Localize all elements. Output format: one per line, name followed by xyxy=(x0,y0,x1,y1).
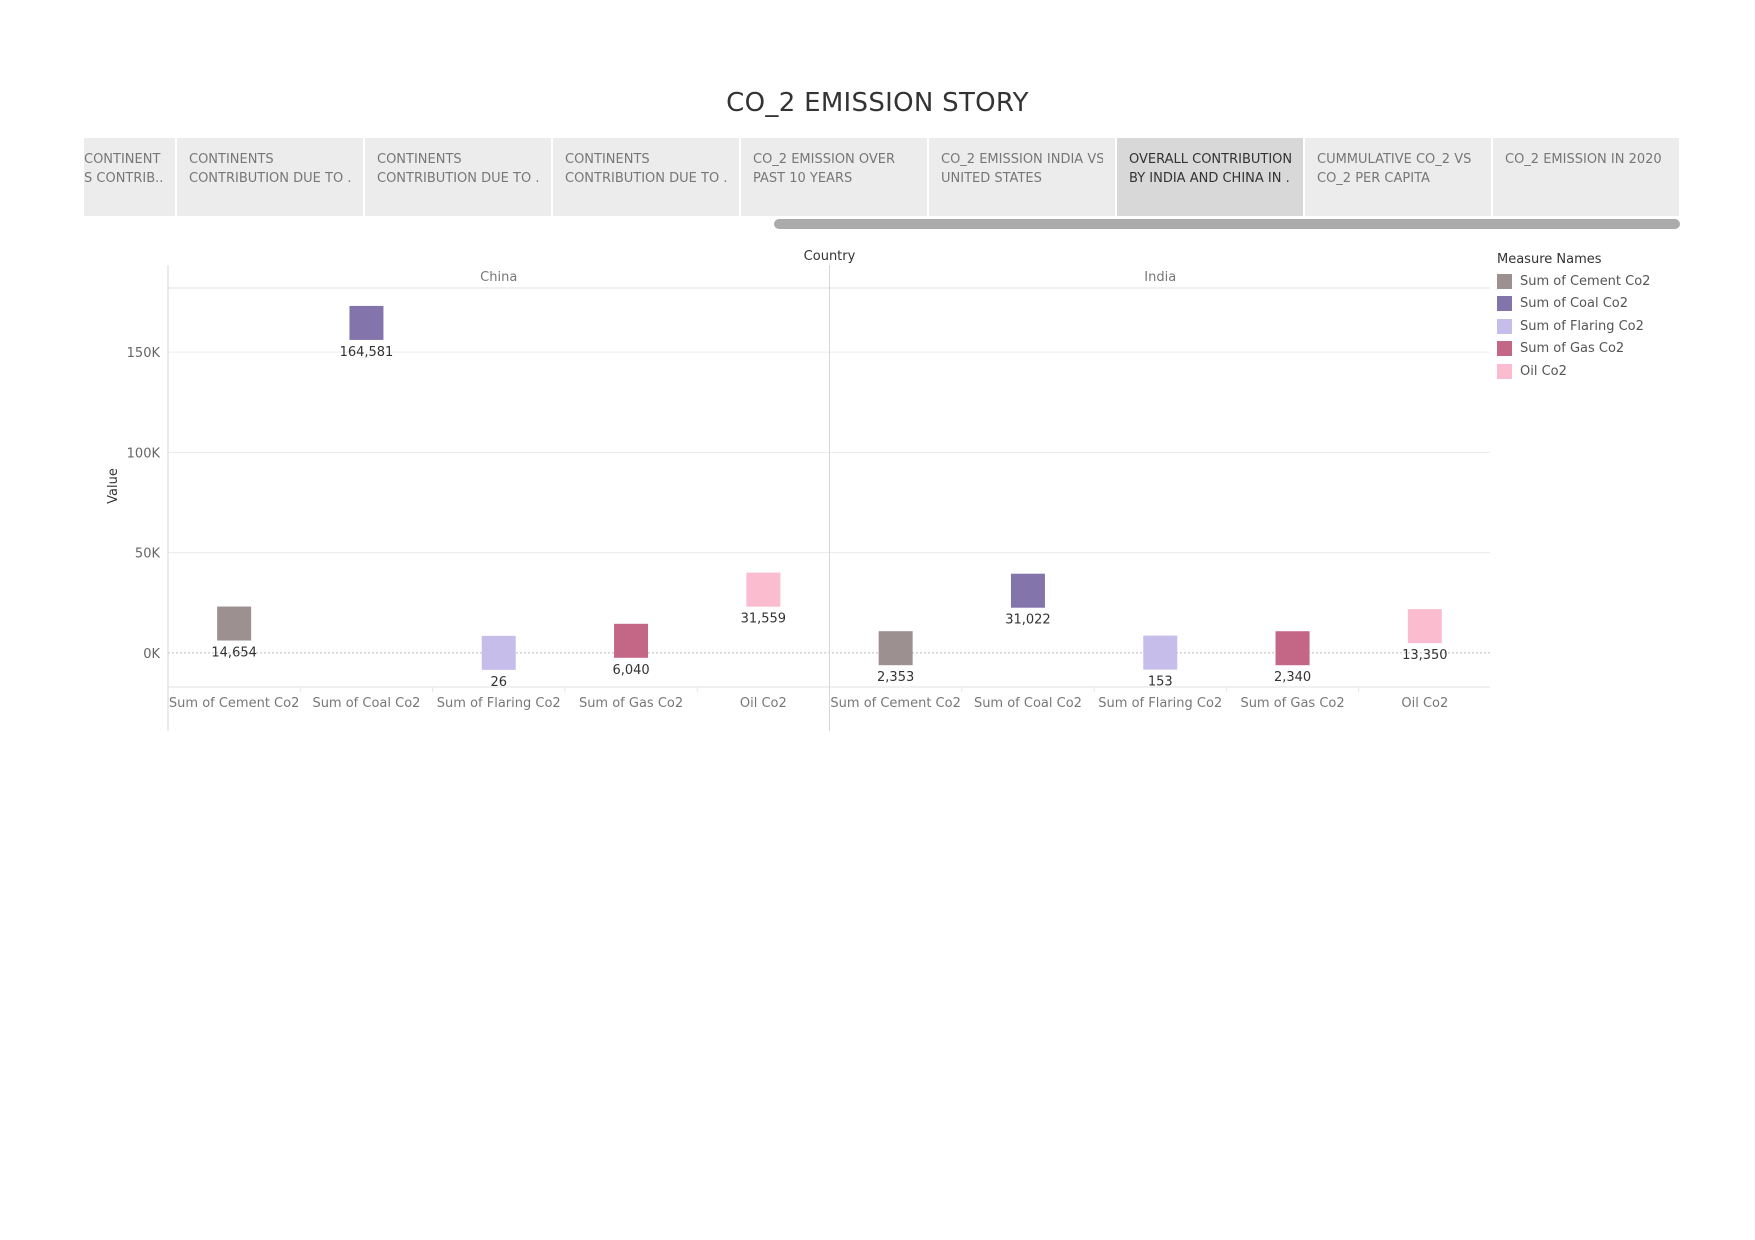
legend-swatch xyxy=(1497,296,1512,312)
tab-label-line: PAST 10 YEARS xyxy=(753,171,853,186)
x-tick-label: Oil Co2 xyxy=(1401,696,1448,711)
tab-label-line: CO_2 EMISSION INDIA VS xyxy=(941,152,1103,167)
column-header: Country xyxy=(804,249,856,264)
data-label: 2,353 xyxy=(877,670,914,685)
data-label: 153 xyxy=(1148,675,1173,690)
tab-label-line: CO_2 EMISSION OVER xyxy=(753,152,896,167)
story-tab-1[interactable]: CONTINENT S CONTRIB.. xyxy=(84,138,177,216)
emission-chart: Country Value 0K 50K 100K 150K China Sum of Cem… xyxy=(106,249,1490,731)
legend-label: Sum of Flaring Co2 xyxy=(1520,318,1644,334)
panel-header: China xyxy=(480,270,517,285)
legend-label: Sum of Cement Co2 xyxy=(1520,273,1651,289)
data-label: 6,040 xyxy=(612,663,649,678)
x-tick-label: Sum of Flaring Co2 xyxy=(1098,696,1222,711)
tab-label-line: UNITED STATES xyxy=(941,171,1042,186)
data-mark xyxy=(217,606,252,641)
data-mark xyxy=(349,305,384,340)
legend-label: Sum of Coal Co2 xyxy=(1520,296,1628,312)
data-label: 31,022 xyxy=(1005,613,1051,628)
tab-label-line: CONTINENTS xyxy=(377,152,462,167)
data-label: 31,559 xyxy=(741,612,787,627)
x-tick-label: Sum of Flaring Co2 xyxy=(437,696,561,711)
data-mark xyxy=(878,631,913,666)
tab-label-line: CO_2 PER CAPITA xyxy=(1317,171,1430,186)
legend-item[interactable]: Oil Co2 xyxy=(1497,360,1747,383)
story-tab-4[interactable]: CONTINENTS CONTRIBUTION DUE TO .. xyxy=(553,138,741,216)
y-tick-label: 0K xyxy=(143,647,160,662)
data-mark xyxy=(1143,635,1178,670)
legend-swatch xyxy=(1497,363,1512,379)
story-tab-3[interactable]: CONTINENTS CONTRIBUTION DUE TO .. xyxy=(365,138,553,216)
legend-swatch xyxy=(1497,318,1512,334)
tab-label-line: CONTINENTS xyxy=(189,152,274,167)
y-tick-label: 100K xyxy=(127,446,161,461)
data-label: 26 xyxy=(490,675,507,690)
tab-label-line: CONTRIBUTION DUE TO .. xyxy=(565,171,727,186)
panel-header: India xyxy=(1144,270,1176,285)
x-tick-label: Sum of Cement Co2 xyxy=(830,696,960,711)
data-mark xyxy=(1407,609,1442,644)
story-tab-8[interactable]: CUMMULATIVE CO_2 VS CO_2 PER CAPITA xyxy=(1305,138,1493,216)
tab-label-line: BY INDIA AND CHINA IN .. xyxy=(1129,171,1291,186)
tab-label-line: CUMMULATIVE CO_2 VS xyxy=(1317,152,1472,167)
data-label: 164,581 xyxy=(340,345,394,360)
data-mark xyxy=(1275,631,1310,666)
x-tick-label: Sum of Coal Co2 xyxy=(312,696,420,711)
x-tick-label: Sum of Gas Co2 xyxy=(1240,696,1344,711)
x-tick-label: Oil Co2 xyxy=(740,696,787,711)
legend-label: Sum of Gas Co2 xyxy=(1520,341,1625,357)
legend-item[interactable]: Sum of Flaring Co2 xyxy=(1497,315,1747,338)
story-tab-9[interactable]: CO_2 EMISSION IN 2020 xyxy=(1493,138,1680,216)
story-tab-2[interactable]: CONTINENTS CONTRIBUTION DUE TO .. xyxy=(177,138,365,216)
story-tab-6[interactable]: CO_2 EMISSION INDIA VS UNITED STATES xyxy=(929,138,1117,216)
y-tick-label: 150K xyxy=(127,346,161,361)
story-tabs: CONTINENT S CONTRIB.. CONTINENTS CONTRIBUTI… xyxy=(84,138,1680,216)
legend-swatch xyxy=(1497,273,1512,289)
tab-label-line: CONTRIBUTION DUE TO .. xyxy=(189,171,351,186)
x-tick-label: Sum of Cement Co2 xyxy=(169,696,299,711)
x-tick-label: Sum of Gas Co2 xyxy=(579,696,683,711)
tab-label-line: CO_2 EMISSION IN 2020 xyxy=(1505,152,1662,167)
legend-label: Oil Co2 xyxy=(1520,363,1567,379)
legend-title: Measure Names xyxy=(1497,252,1602,267)
y-tick-label: 50K xyxy=(135,547,161,562)
data-mark xyxy=(614,623,649,658)
legend: Measure Names Sum of Cement Co2 Sum of Co… xyxy=(1497,252,1747,383)
y-axis-label: Value xyxy=(106,468,121,504)
legend-item[interactable]: Sum of Cement Co2 xyxy=(1497,270,1747,293)
tab-label-line: CONTINENT xyxy=(84,152,161,167)
data-mark xyxy=(481,635,516,670)
data-label: 13,350 xyxy=(1402,648,1448,663)
data-label: 14,654 xyxy=(211,646,257,661)
legend-swatch xyxy=(1497,341,1512,357)
tab-label-line: S CONTRIB.. xyxy=(84,171,163,186)
data-mark xyxy=(746,572,781,607)
tab-label-line: CONTRIBUTION DUE TO .. xyxy=(377,171,539,186)
legend-item[interactable]: Sum of Gas Co2 xyxy=(1497,338,1747,361)
data-label: 2,340 xyxy=(1274,670,1311,685)
data-mark xyxy=(1010,573,1045,608)
tabs-scrollbar[interactable] xyxy=(774,219,1680,229)
story-tab-5[interactable]: CO_2 EMISSION OVER PAST 10 YEARS xyxy=(741,138,929,216)
legend-item[interactable]: Sum of Coal Co2 xyxy=(1497,293,1747,316)
tab-label-line: OVERALL CONTRIBUTION xyxy=(1129,152,1291,167)
tab-label-line: CONTINENTS xyxy=(565,152,650,167)
story-tab-7[interactable]: OVERALL CONTRIBUTION BY INDIA AND CHINA I… xyxy=(1117,138,1305,216)
x-tick-label: Sum of Coal Co2 xyxy=(974,696,1082,711)
story-title: CO_2 EMISSION STORY xyxy=(726,88,1029,118)
